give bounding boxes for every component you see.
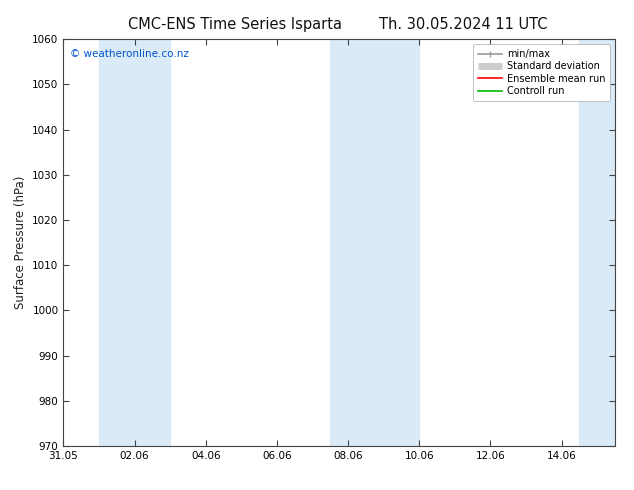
Text: © weatheronline.co.nz: © weatheronline.co.nz [70, 49, 189, 59]
Bar [579, 39, 615, 446]
Bar [99, 39, 170, 446]
Text: Th. 30.05.2024 11 UTC: Th. 30.05.2024 11 UTC [378, 17, 547, 32]
Y-axis label: Surface Pressure (hPa): Surface Pressure (hPa) [14, 176, 27, 309]
Text: CMC-ENS Time Series Isparta: CMC-ENS Time Series Isparta [127, 17, 342, 32]
Legend: min/max, Standard deviation, Ensemble mean run, Controll run: min/max, Standard deviation, Ensemble me… [473, 44, 610, 101]
Bar [330, 39, 419, 446]
